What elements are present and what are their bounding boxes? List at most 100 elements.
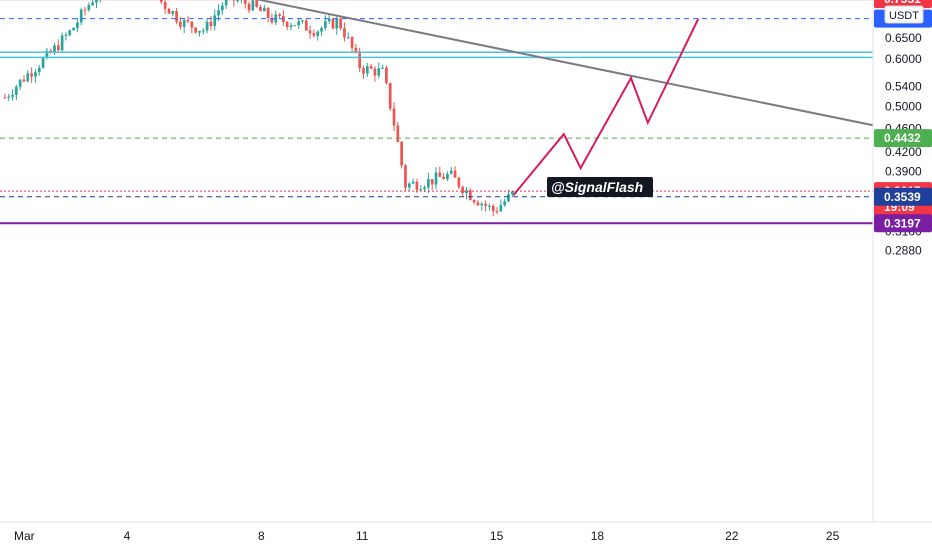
candle bbox=[159, 0, 163, 5]
candle bbox=[491, 204, 495, 217]
time-axis-ticks: Mar 4 8 11 15 18 22 25 bbox=[14, 529, 840, 543]
candle bbox=[198, 30, 201, 37]
candle bbox=[484, 200, 487, 212]
candle bbox=[190, 21, 194, 34]
price-badge-0.4432: 0.4432 bbox=[874, 129, 932, 148]
candle bbox=[324, 15, 327, 31]
svg-text:USDT: USDT bbox=[889, 10, 919, 22]
candle bbox=[457, 176, 461, 190]
candle bbox=[251, 0, 255, 12]
svg-text:0.4432: 0.4432 bbox=[884, 131, 921, 145]
candle bbox=[312, 29, 316, 38]
candle bbox=[99, 0, 101, 3]
price-axis[interactable] bbox=[873, 0, 932, 522]
candle bbox=[22, 75, 26, 83]
candle bbox=[7, 93, 11, 101]
time-axis[interactable] bbox=[0, 522, 932, 550]
candle bbox=[304, 17, 308, 31]
candle bbox=[358, 47, 362, 72]
candle bbox=[95, 0, 98, 9]
candle bbox=[175, 7, 178, 25]
time-tick-3: 11 bbox=[356, 529, 369, 543]
candle bbox=[83, 6, 87, 16]
time-tick-1: 4 bbox=[124, 529, 131, 543]
trendline[interactable] bbox=[93, 0, 874, 127]
candle bbox=[240, 0, 242, 4]
candle bbox=[282, 10, 285, 26]
candles bbox=[3, 0, 518, 217]
price-badge-0.3197: 0.3197 bbox=[874, 214, 932, 233]
price-tick-9: 0.2880 bbox=[885, 243, 922, 257]
candle bbox=[468, 188, 472, 201]
candle bbox=[194, 27, 197, 34]
projection-path[interactable] bbox=[512, 18, 700, 196]
candle bbox=[308, 25, 312, 39]
candle bbox=[301, 19, 304, 24]
time-tick-6: 22 bbox=[725, 529, 739, 543]
candle bbox=[316, 30, 320, 41]
candle bbox=[213, 9, 217, 31]
candle bbox=[331, 17, 335, 30]
candle bbox=[510, 190, 514, 198]
candle bbox=[350, 36, 354, 53]
candle bbox=[247, 1, 251, 14]
candle bbox=[335, 14, 339, 35]
candle bbox=[11, 89, 14, 101]
candle bbox=[68, 29, 72, 37]
price-tick-2: 0.6000 bbox=[885, 52, 922, 66]
candle bbox=[385, 65, 388, 85]
time-tick-2: 8 bbox=[258, 529, 265, 543]
candle bbox=[449, 166, 453, 175]
candle bbox=[373, 66, 377, 82]
candle bbox=[34, 69, 37, 83]
candle bbox=[430, 179, 434, 191]
candle bbox=[186, 15, 190, 24]
candle bbox=[472, 199, 476, 205]
candle bbox=[26, 70, 30, 83]
candle bbox=[427, 172, 430, 194]
candle bbox=[285, 20, 289, 31]
svg-text:0.3197: 0.3197 bbox=[884, 216, 921, 230]
candle bbox=[91, 0, 94, 6]
candle bbox=[221, 2, 224, 15]
candle bbox=[381, 64, 384, 69]
candle bbox=[461, 185, 465, 197]
candle bbox=[243, 0, 247, 9]
candle bbox=[236, 0, 239, 3]
time-tick-4: 15 bbox=[490, 529, 504, 543]
candle bbox=[320, 26, 323, 36]
candle bbox=[392, 102, 396, 131]
watermark-text: @SignalFlash bbox=[551, 179, 643, 195]
candle bbox=[3, 93, 7, 99]
candle bbox=[404, 163, 407, 192]
candle bbox=[79, 7, 83, 26]
candle bbox=[41, 56, 45, 69]
watermark-background bbox=[547, 177, 653, 197]
candle bbox=[232, 0, 236, 7]
candle bbox=[343, 22, 346, 42]
candle bbox=[365, 62, 369, 77]
candle bbox=[297, 18, 300, 29]
candle bbox=[369, 63, 373, 70]
candle bbox=[453, 166, 457, 178]
time-tick-5: 18 bbox=[591, 529, 605, 543]
candle bbox=[388, 82, 392, 111]
time-tick-7: 25 bbox=[826, 529, 840, 543]
candle bbox=[56, 39, 60, 52]
price-tick-4: 0.5000 bbox=[885, 100, 922, 114]
price-tick-3: 0.5400 bbox=[885, 80, 922, 94]
candle bbox=[278, 13, 281, 19]
candle bbox=[224, 0, 228, 9]
candle bbox=[415, 178, 419, 193]
candle bbox=[346, 32, 350, 40]
candle bbox=[18, 79, 22, 90]
candle bbox=[259, 4, 262, 12]
candle bbox=[163, 0, 167, 15]
candle bbox=[396, 122, 400, 143]
candle bbox=[411, 178, 415, 185]
candle bbox=[87, 2, 91, 12]
candle bbox=[266, 6, 270, 23]
time-tick-0: Mar bbox=[14, 529, 35, 543]
candle bbox=[30, 67, 33, 83]
